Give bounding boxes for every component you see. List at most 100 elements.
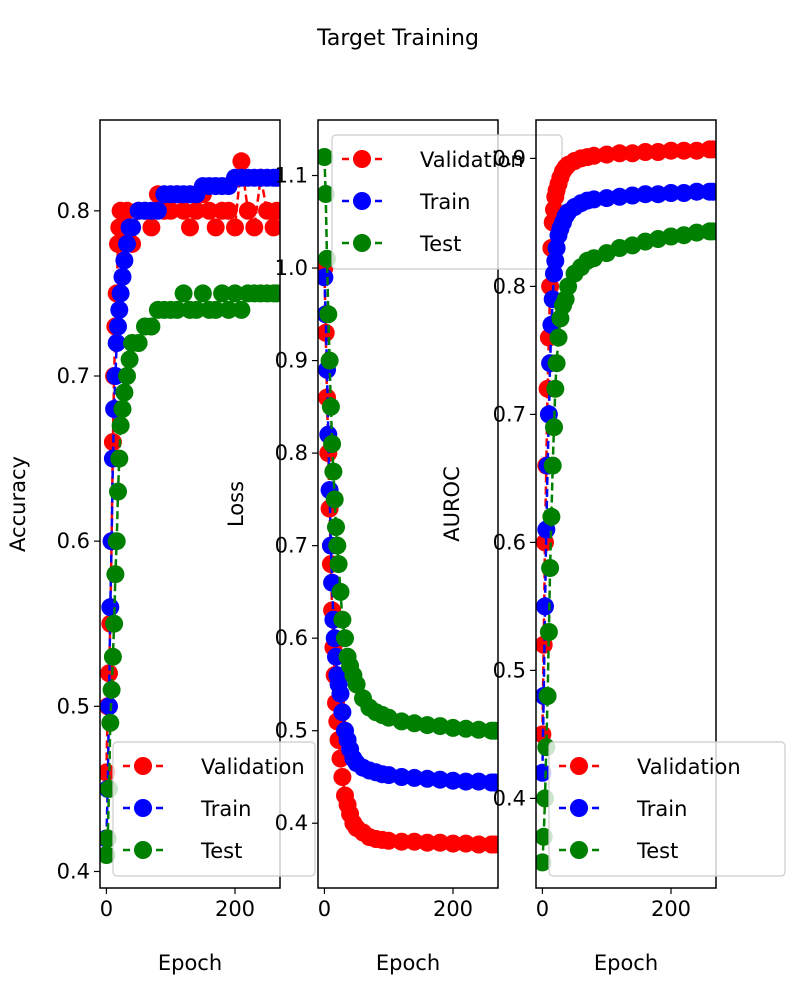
x-tick-label: 200	[215, 897, 255, 921]
legend-marker	[134, 757, 152, 775]
data-point-test-accuracy	[219, 300, 238, 319]
data-point-test-loss	[485, 721, 498, 740]
axes-frame-accuracy	[99, 119, 281, 889]
data-point-train-loss	[333, 703, 352, 722]
data-point-test-accuracy	[102, 680, 121, 699]
legend-label-train: Train	[636, 797, 687, 821]
y-axis-label: Loss	[224, 481, 248, 527]
figure-title: Target Training	[316, 26, 479, 51]
y-tick-label: 0.4	[275, 811, 308, 835]
data-point-test-loss	[323, 434, 342, 453]
data-point-validation-accuracy	[219, 201, 238, 220]
data-point-train-accuracy	[100, 697, 118, 716]
data-point-test-accuracy	[206, 300, 225, 319]
plot-area-accuracy	[100, 152, 280, 864]
data-point-test-loss	[318, 148, 334, 166]
data-point-test-accuracy	[103, 647, 122, 666]
data-point-validation-accuracy	[187, 201, 206, 220]
data-point-train-accuracy	[123, 218, 142, 237]
legend-label-train: Train	[200, 797, 251, 821]
data-point-train-accuracy	[110, 300, 129, 319]
x-axis-label: Epoch	[158, 951, 222, 975]
y-tick-label: 0.6	[275, 626, 308, 650]
data-point-test-loss	[418, 716, 437, 735]
data-point-train-loss	[485, 773, 498, 792]
y-tick-label: 0.8	[493, 274, 526, 298]
data-point-test-accuracy	[110, 449, 129, 468]
data-point-test-auroc	[546, 379, 565, 398]
data-point-train-accuracy	[107, 334, 126, 352]
subplot-accuracy: 0 200 0.4 0.5 0.6 0.7 0.8 Epoch Accuracy Validati…	[6, 119, 316, 975]
data-point-train-loss	[331, 684, 350, 703]
data-point-validation-loss	[444, 834, 462, 853]
y-tick-label: 0.5	[493, 658, 526, 682]
data-point-test-auroc	[538, 687, 557, 705]
data-point-test-loss	[444, 718, 462, 737]
data-point-test-loss	[328, 536, 347, 555]
data-point-test-accuracy	[129, 334, 148, 352]
y-tick-label: 0.7	[275, 534, 308, 558]
y-tick-label: 1.0	[275, 256, 308, 280]
data-point-test-accuracy	[106, 565, 125, 584]
subplot-loss: 0 200 0.4 0.5 0.6 0.7 0.8 0.9 1.0 1.1 Epoch Loss Val…	[224, 119, 563, 975]
legend-marker	[134, 841, 152, 859]
legend-marker	[570, 757, 588, 775]
data-point-train-accuracy	[113, 267, 132, 286]
series-line-validation-accuracy	[105, 161, 279, 773]
data-point-validation-loss	[392, 832, 411, 851]
data-point-test-accuracy	[100, 846, 116, 864]
subplot-auroc: 0 200 0.4 0.5 0.6 0.7 0.8 0.9 Epoch AUROC Validati…	[440, 119, 786, 975]
data-point-train-accuracy	[115, 251, 134, 270]
data-point-train-auroc	[649, 185, 668, 204]
data-point-test-accuracy	[118, 367, 136, 385]
x-tick-label: 0	[318, 897, 331, 921]
data-point-test-loss	[319, 305, 338, 324]
data-point-train-loss	[444, 771, 462, 790]
data-point-validation-loss	[405, 832, 424, 851]
data-point-validation-accuracy	[142, 218, 161, 237]
data-point-validation-accuracy	[226, 218, 244, 237]
y-tick-label: 0.7	[493, 402, 526, 426]
y-tick-label: 0.9	[493, 146, 526, 170]
data-point-train-auroc	[703, 182, 716, 201]
data-point-validation-accuracy	[206, 218, 225, 237]
legend-marker	[353, 234, 371, 252]
data-point-validation-loss	[485, 835, 498, 854]
data-point-validation-accuracy	[200, 201, 219, 220]
data-point-train-auroc	[662, 184, 680, 202]
data-point-test-auroc	[536, 853, 552, 872]
data-point-test-auroc	[541, 559, 560, 577]
data-point-test-accuracy	[267, 284, 280, 303]
legend-label-train: Train	[419, 190, 470, 214]
data-point-test-loss	[469, 720, 488, 739]
data-point-test-auroc	[542, 507, 561, 526]
legend-label-test: Test	[200, 839, 242, 863]
data-point-validation-auroc	[703, 140, 716, 159]
data-point-validation-auroc	[674, 141, 693, 160]
data-point-validation-loss	[418, 833, 437, 852]
y-tick-label: 0.8	[275, 441, 308, 465]
data-point-test-accuracy	[120, 350, 139, 369]
legend-box	[548, 741, 786, 877]
data-point-test-accuracy	[193, 284, 212, 303]
data-point-test-auroc	[703, 222, 716, 241]
data-point-validation-accuracy	[181, 218, 199, 237]
data-point-test-accuracy	[105, 614, 124, 633]
x-axis-label: Epoch	[594, 951, 658, 975]
data-point-validation-loss	[469, 835, 488, 854]
series-line-train-accuracy	[105, 176, 277, 839]
legend-marker	[353, 150, 371, 168]
y-tick-label: 0.4	[57, 859, 90, 883]
data-point-test-loss	[331, 582, 350, 601]
legend-auroc: Validation Train Test	[548, 741, 786, 877]
y-axis-label: AUROC	[440, 466, 464, 542]
y-tick-label: 0.4	[493, 786, 526, 810]
data-point-train-auroc	[536, 597, 554, 616]
series-line-train-loss	[323, 277, 495, 784]
data-point-test-accuracy	[142, 317, 161, 336]
x-tick-label: 0	[100, 897, 113, 921]
data-point-test-loss	[320, 351, 339, 370]
y-tick-label: 0.8	[57, 199, 90, 223]
legend-loss: Validation Train Test	[331, 134, 563, 270]
